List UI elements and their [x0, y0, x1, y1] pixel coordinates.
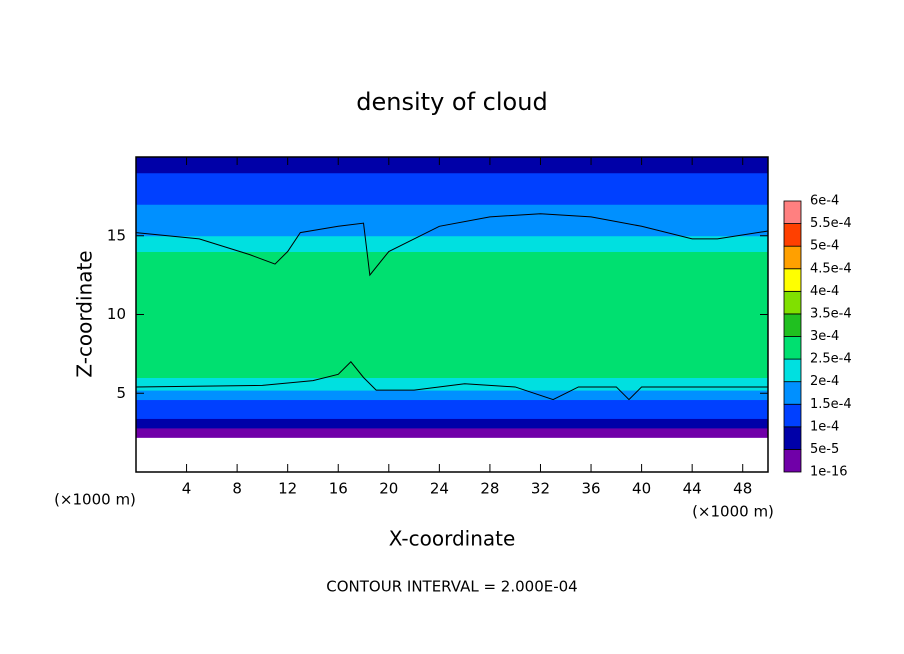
field-band	[136, 251, 768, 284]
field-band	[136, 399, 768, 410]
x-tick-label: 8	[232, 480, 242, 498]
colorbar-label: 2e-4	[810, 374, 839, 389]
field-band	[136, 377, 768, 391]
colorbar-box	[783, 426, 802, 450]
colorbar-box	[783, 449, 802, 473]
x-tick-label: 40	[632, 480, 651, 498]
colorbar-box	[783, 381, 802, 405]
colorbar-label: 4.5e-4	[810, 261, 852, 276]
footer-note: CONTOUR INTERVAL = 2.000E-04	[326, 578, 577, 596]
x-tick-label: 12	[278, 480, 297, 498]
field-band	[136, 409, 768, 419]
colorbar-label: 5.5e-4	[810, 216, 852, 231]
field-band	[136, 346, 768, 378]
y-tick-label: 10	[107, 305, 126, 323]
y-unit-label: (×1000 m)	[54, 491, 136, 509]
colorbar-box	[783, 358, 802, 383]
y-tick-label: 15	[107, 226, 126, 244]
x-tick-label: 4	[182, 480, 192, 498]
colorbar-label: 3e-4	[810, 329, 839, 344]
x-unit-label: (×1000 m)	[692, 503, 774, 521]
field-band	[136, 283, 768, 315]
colorbar-label: 1.5e-4	[810, 397, 852, 412]
colorbar-box	[783, 223, 802, 247]
field-band	[136, 157, 768, 174]
colorbar-label: 4e-4	[810, 284, 839, 299]
colorbar-box	[783, 403, 802, 428]
colorbar-label: 5e-4	[810, 239, 839, 254]
field-band	[136, 188, 768, 205]
field-band	[136, 418, 768, 429]
colorbar-box	[783, 336, 802, 360]
colorbar-box	[783, 290, 802, 315]
x-tick-label: 20	[379, 480, 398, 498]
colorbar-label: 5e-5	[810, 442, 839, 457]
colorbar-box	[783, 268, 802, 292]
x-tick-label: 28	[480, 480, 499, 498]
x-axis-label: X-coordinate	[389, 527, 516, 551]
colorbar-box	[783, 313, 802, 337]
contour-line	[135, 213, 769, 277]
colorbar-label: 6e-4	[810, 194, 839, 209]
field-band	[136, 314, 768, 347]
x-tick-label: 16	[329, 480, 348, 498]
x-tick-label: 44	[683, 480, 702, 498]
x-tick-label: 48	[733, 480, 752, 498]
field-band	[136, 204, 768, 221]
contour-line	[135, 361, 768, 401]
field-band	[136, 235, 768, 252]
colorbar-box	[783, 245, 802, 270]
chart-title: density of cloud	[356, 88, 547, 116]
colorbar-label: 1e-4	[810, 419, 839, 434]
x-tick-label: 32	[531, 480, 550, 498]
x-tick-label: 24	[430, 480, 449, 498]
colorbar-label: 1e-16	[810, 465, 848, 480]
y-tick-label: 5	[116, 384, 126, 402]
x-tick-label: 36	[581, 480, 600, 498]
field-band	[136, 427, 768, 438]
field-band	[136, 390, 768, 401]
field-band	[136, 172, 768, 189]
y-axis-label: Z-coordinate	[73, 250, 97, 377]
colorbar-label: 3.5e-4	[810, 306, 852, 321]
field-band	[136, 220, 768, 237]
colorbar-box	[783, 200, 802, 224]
colorbar-label: 2.5e-4	[810, 352, 852, 367]
